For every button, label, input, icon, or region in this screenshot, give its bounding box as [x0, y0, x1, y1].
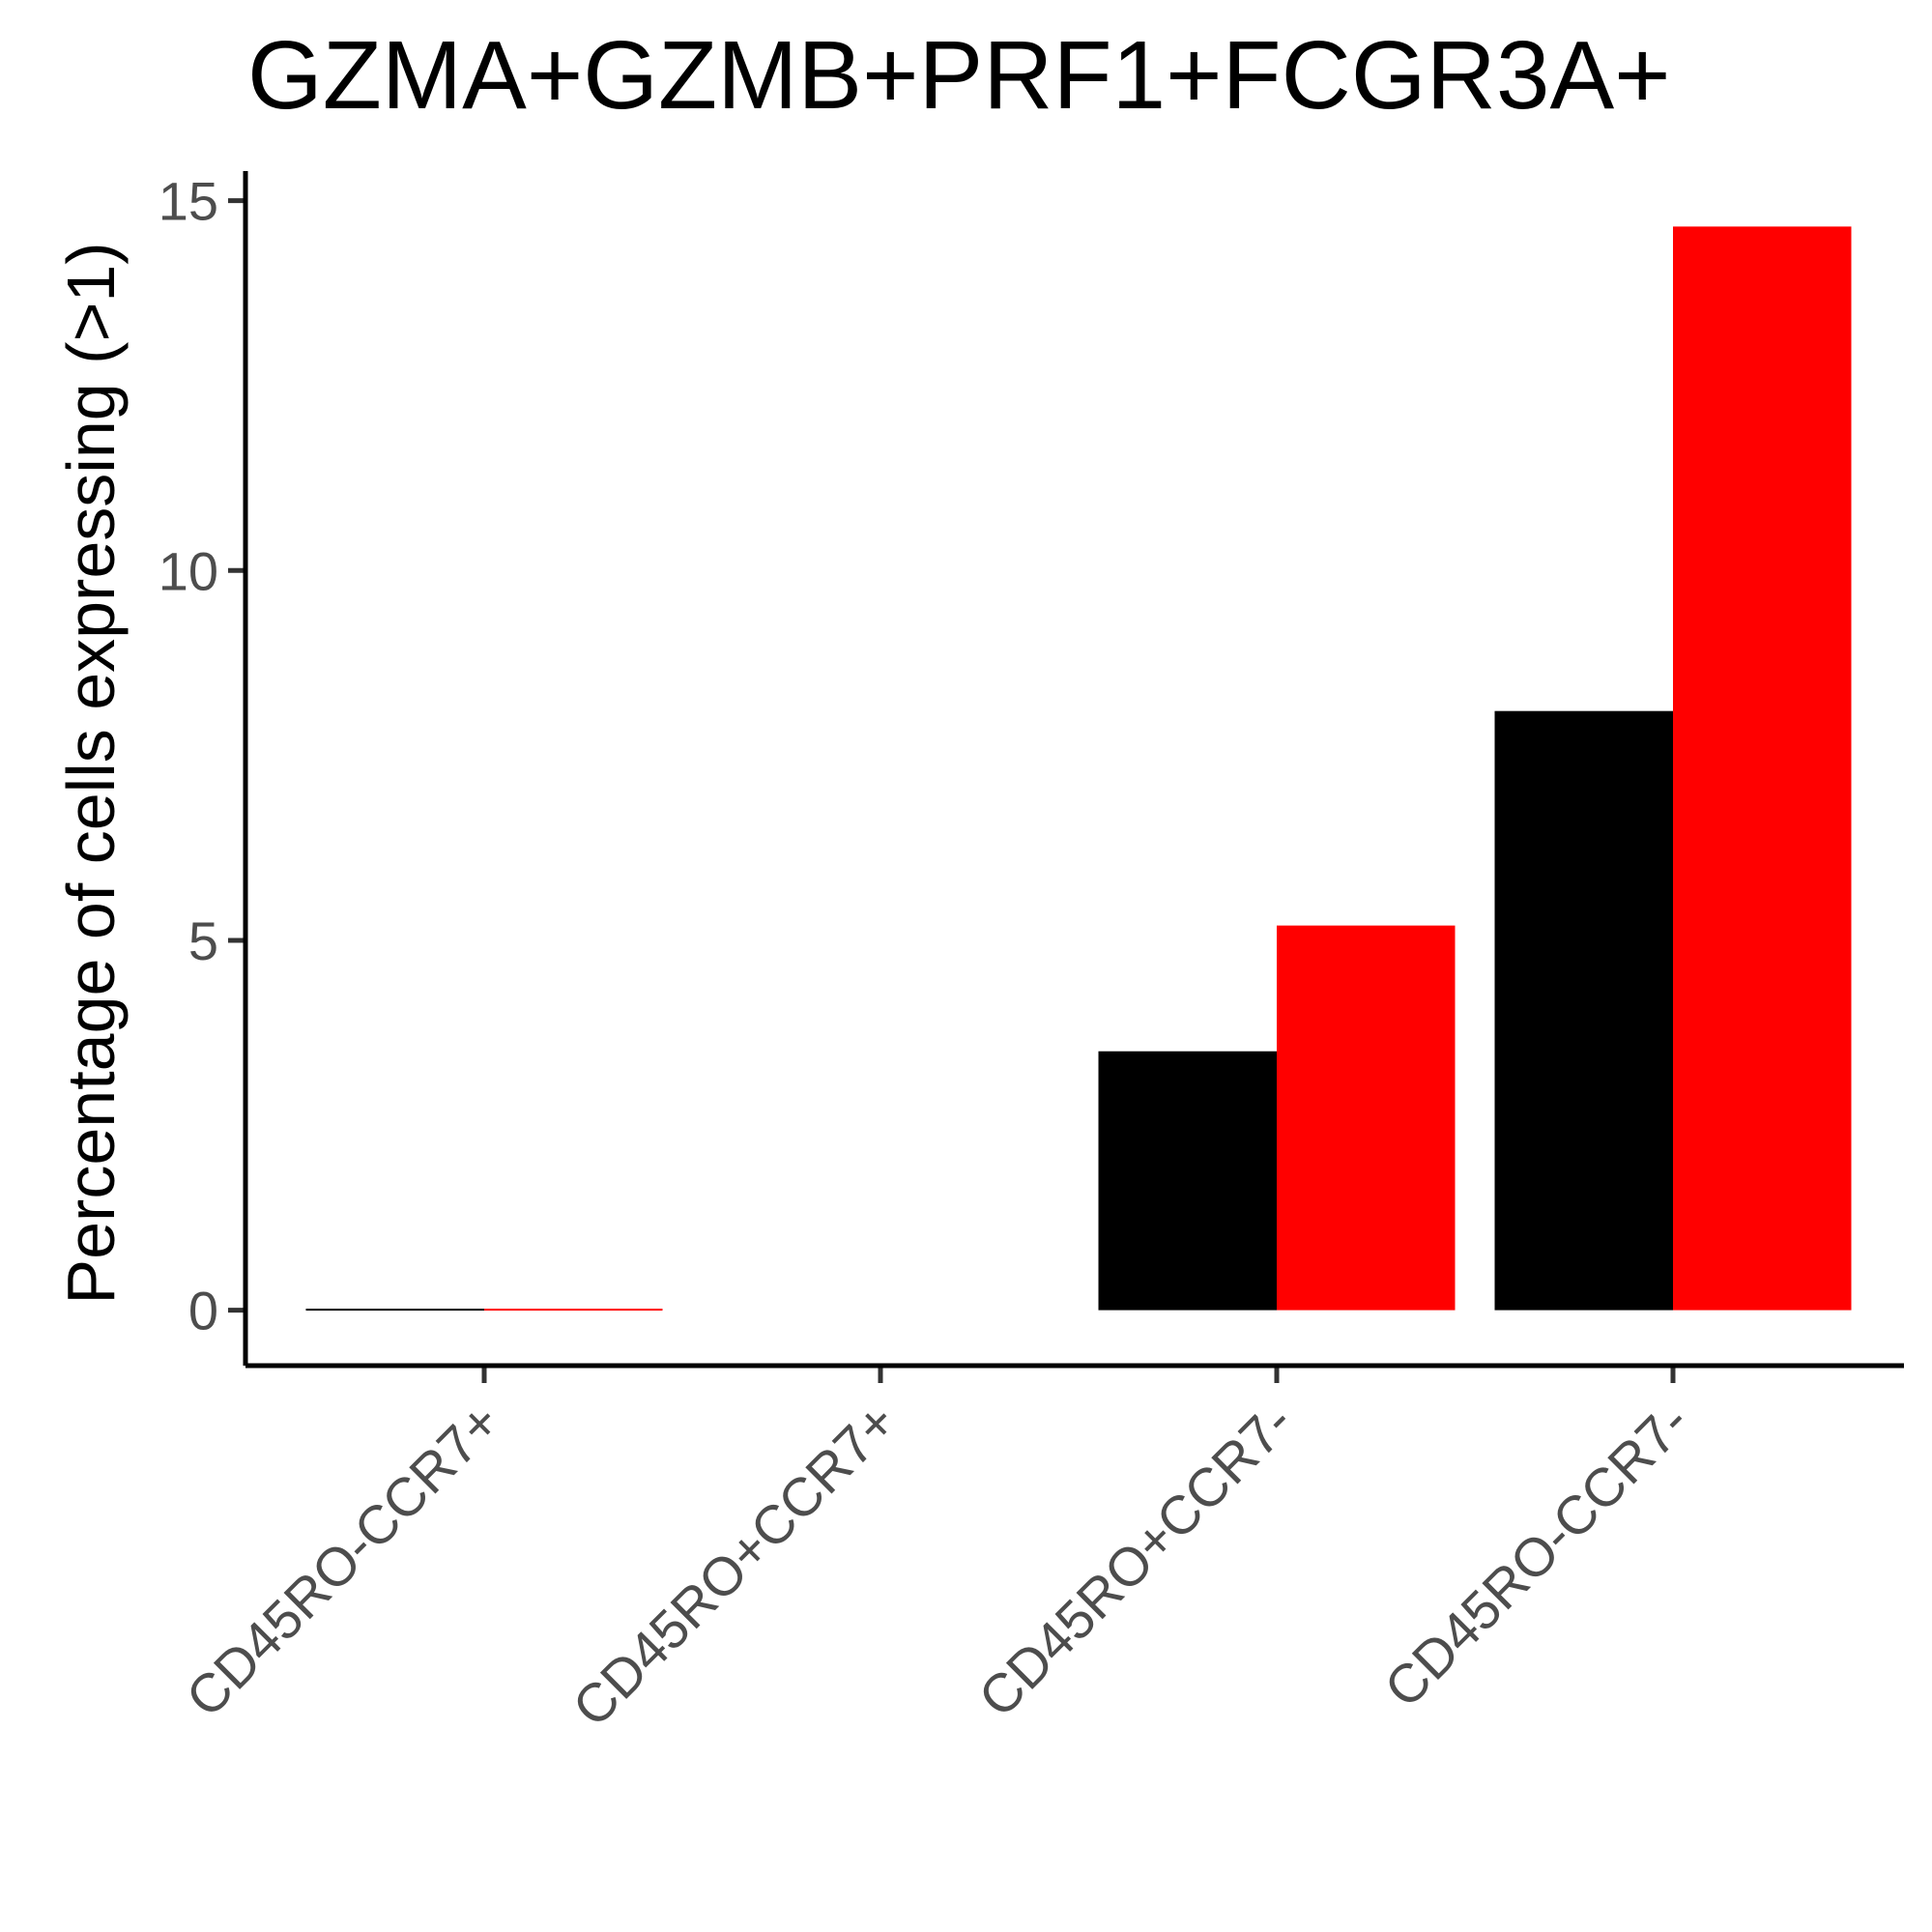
y-tick-label: 15: [159, 171, 218, 232]
bar-series1-CD45RO-CCR7-: [1494, 710, 1673, 1311]
x-tick-label: CD45RO-CCR7-: [1372, 1391, 1700, 1718]
x-axis-ticks: CD45RO-CCR7+ CD45RO+CCR7+ CD45RO+CCR7- CD45…: [174, 1366, 1700, 1738]
bars-group: [305, 226, 1852, 1312]
y-tick-label: 0: [188, 1281, 218, 1341]
bar-series2-CD45RO+CCR7-: [1277, 925, 1456, 1311]
y-tick-label: 5: [188, 910, 218, 971]
y-axis-ticks: 0 5 10 15: [159, 171, 245, 1341]
bar-series1-CD45RO-CCR7+: [305, 1309, 484, 1312]
x-tick-label: CD45RO+CCR7-: [966, 1391, 1304, 1728]
bar-series1-CD45RO+CCR7-: [1098, 1051, 1277, 1311]
x-tick-label: CD45RO+CCR7+: [561, 1391, 908, 1738]
y-axis-label: Percentage of cells expressing (>1): [53, 242, 129, 1304]
y-tick-label: 10: [159, 540, 218, 601]
chart-title: GZMA+GZMB+PRF1+FCGR3A+: [247, 21, 1671, 130]
bar-series2-CD45RO-CCR7-: [1673, 226, 1852, 1311]
x-tick-label: CD45RO-CCR7+: [174, 1391, 511, 1728]
bar-series2-CD45RO-CCR7+: [484, 1309, 663, 1312]
